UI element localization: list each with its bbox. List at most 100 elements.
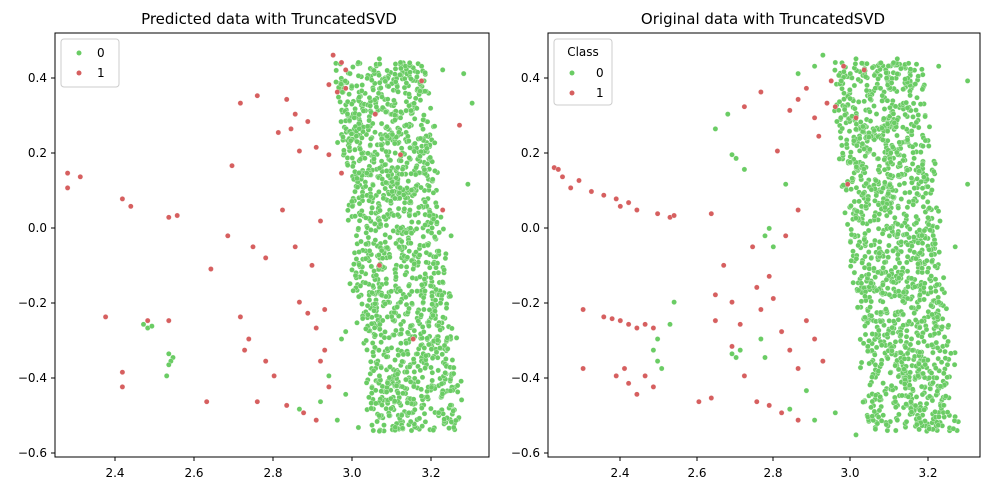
density-point [416, 204, 422, 211]
density-point [372, 300, 378, 307]
left-x-tick-label: 3.0 [342, 466, 361, 480]
density-point [931, 168, 937, 175]
density-point [422, 222, 428, 228]
density-point [378, 135, 385, 142]
density-point [421, 166, 428, 173]
density-point [906, 318, 912, 325]
density-point [398, 238, 405, 245]
density-point [429, 176, 436, 183]
density-point [896, 182, 903, 188]
density-point [393, 274, 399, 280]
left-series-1-point [144, 317, 151, 324]
density-point [367, 193, 374, 200]
left-series-1-point [456, 122, 463, 128]
density-point [360, 128, 366, 135]
density-point [357, 146, 363, 152]
density-point [841, 90, 847, 96]
density-point [411, 327, 418, 334]
density-point [901, 153, 907, 159]
right-x-tick-label: 2.8 [763, 466, 782, 480]
density-point [908, 304, 915, 311]
density-point [400, 390, 406, 397]
density-point [911, 310, 917, 316]
density-point [399, 166, 406, 172]
density-point [887, 225, 894, 231]
right-series-0-point [654, 336, 661, 342]
density-point [382, 301, 388, 307]
density-point [894, 132, 900, 139]
density-point [913, 394, 920, 400]
density-point [928, 273, 934, 279]
density-point [442, 255, 449, 262]
density-point [925, 308, 932, 315]
density-point [904, 137, 911, 143]
density-point [423, 352, 429, 359]
density-point [392, 66, 399, 72]
density-point [883, 70, 889, 76]
density-point [356, 217, 363, 224]
density-point [862, 331, 869, 338]
right-y-tick-label: −0.2 [511, 296, 540, 310]
density-point [899, 392, 905, 399]
density-point [898, 239, 904, 245]
density-point [915, 112, 922, 118]
density-point [868, 186, 875, 193]
left-series-1-point [250, 244, 256, 250]
density-point [393, 134, 400, 140]
density-point [876, 239, 883, 245]
density-point [877, 394, 883, 400]
density-point [912, 402, 919, 409]
density-point [911, 155, 917, 162]
density-point [407, 207, 413, 213]
right-series-1-point [795, 96, 801, 103]
left-x-tick-label: 3.2 [421, 466, 440, 480]
left-series-1-point [166, 214, 172, 221]
density-point [421, 306, 427, 313]
density-point [344, 111, 351, 117]
right-series-1-point [737, 321, 743, 328]
right-series-1-point [729, 343, 735, 350]
left-series-1-point [229, 162, 235, 169]
left-series-0-point [439, 67, 446, 73]
density-point [421, 187, 428, 194]
density-point [447, 293, 454, 299]
density-point [847, 159, 853, 165]
density-point [424, 145, 430, 152]
left-series-1-point [275, 129, 282, 136]
density-point [369, 77, 375, 83]
density-point [376, 347, 382, 353]
density-point [836, 156, 843, 162]
density-point [848, 226, 854, 233]
density-point [834, 118, 840, 125]
density-point [345, 207, 351, 214]
left-series-1-point [283, 402, 290, 409]
density-point [879, 98, 885, 104]
density-point [916, 324, 923, 331]
density-point [847, 87, 853, 93]
density-point [884, 427, 891, 434]
density-point [871, 213, 878, 219]
density-point [384, 244, 391, 251]
left-legend-label-1: 1 [97, 66, 105, 80]
density-point [942, 355, 949, 361]
density-point [913, 107, 919, 113]
density-point [422, 419, 429, 425]
density-point [418, 386, 424, 393]
density-point [838, 78, 845, 84]
density-point [930, 349, 936, 356]
left-series-0-point [149, 323, 155, 329]
density-point [861, 264, 868, 271]
density-point [415, 219, 422, 226]
density-point [391, 140, 398, 147]
left-y-tick-label: 0.2 [28, 146, 47, 160]
density-point [368, 320, 375, 327]
density-point [416, 252, 423, 258]
density-point [877, 309, 884, 316]
right-series-1-point [811, 115, 818, 121]
density-point [408, 107, 414, 114]
density-point [919, 240, 926, 246]
density-point [921, 227, 928, 234]
density-point [883, 421, 890, 428]
density-point [363, 215, 369, 221]
right-y-tick-label: 0.2 [521, 146, 540, 160]
